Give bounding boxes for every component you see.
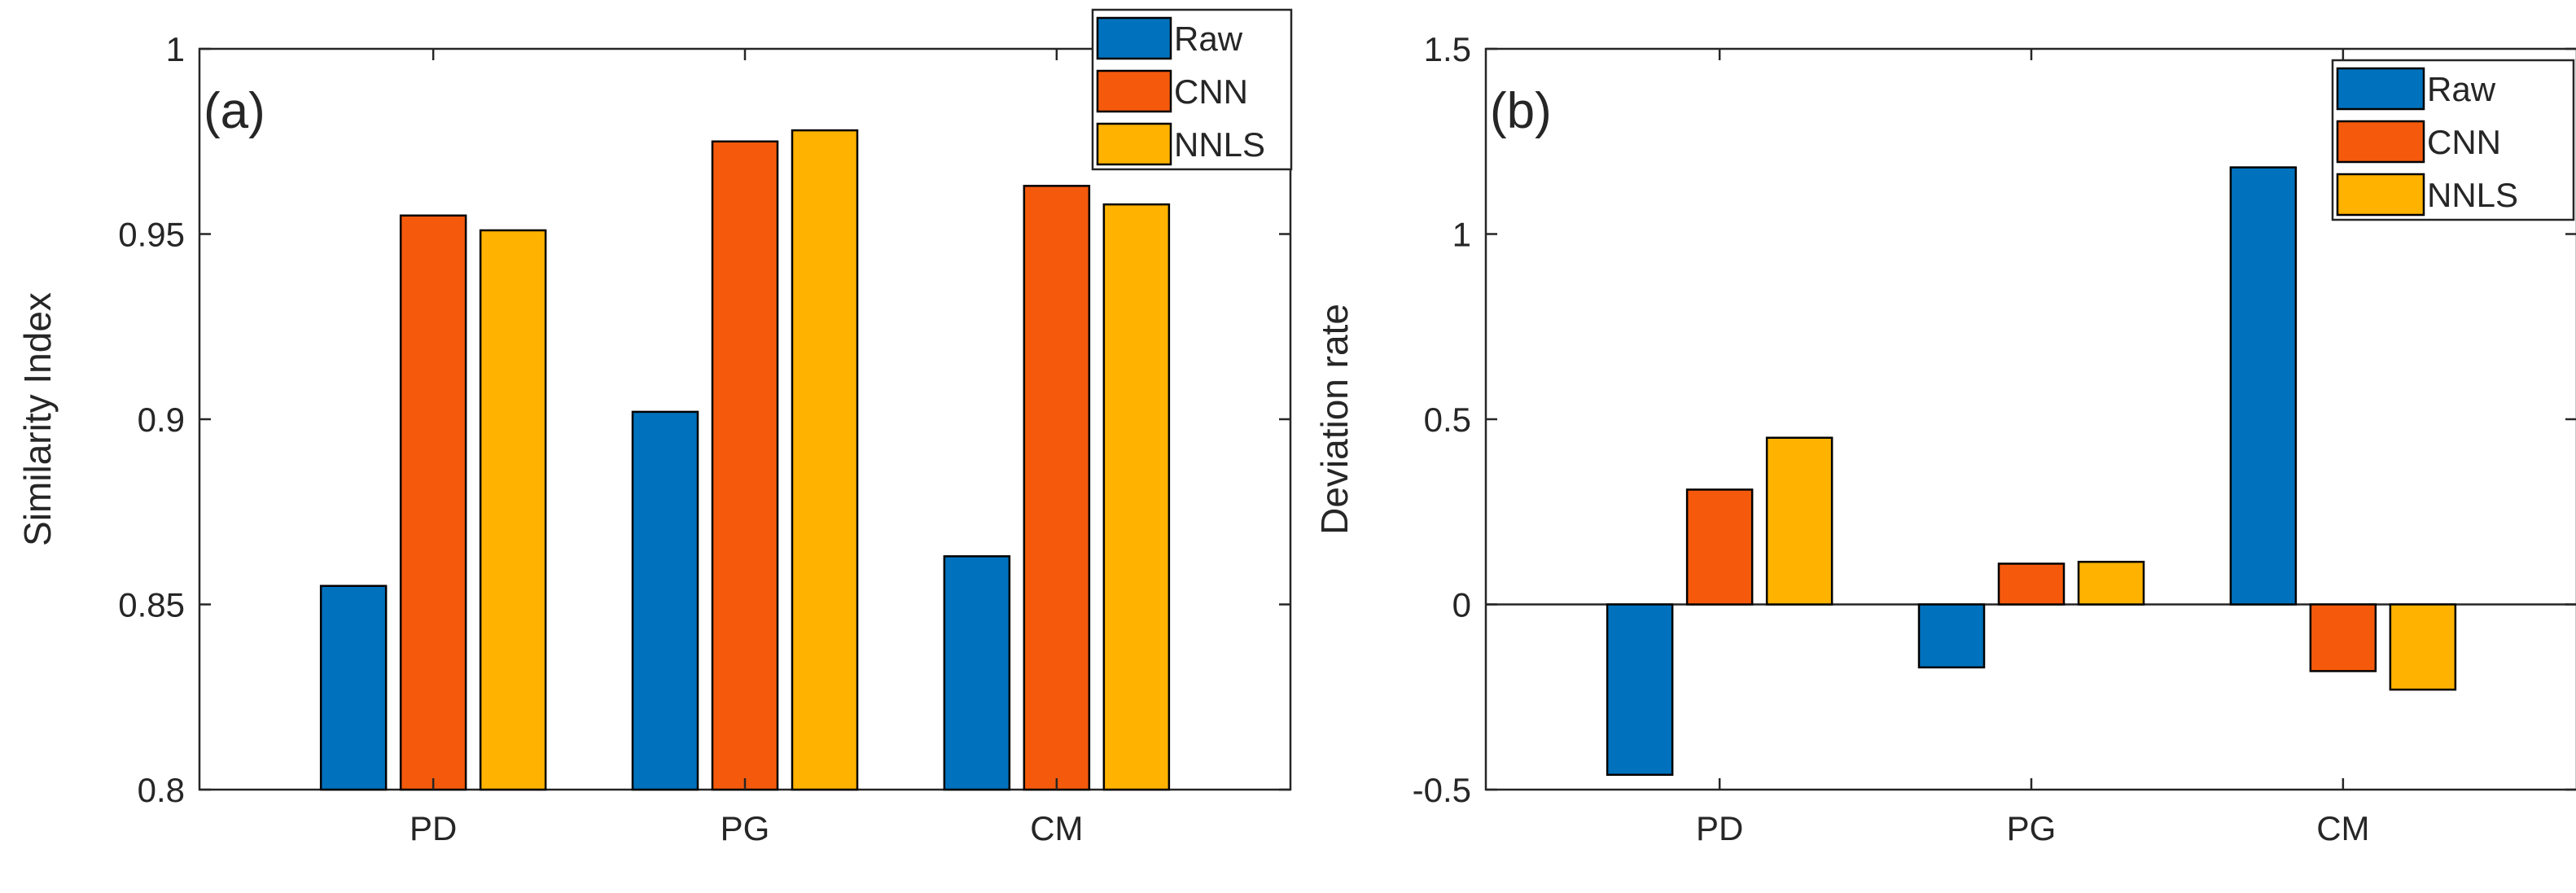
- chart-b-yticks: -0.5 0 0.5 1 1.5: [1413, 30, 2576, 809]
- legend-swatch-nnls: [1096, 122, 1172, 166]
- legend-label-nnls: NNLS: [1174, 125, 1265, 164]
- chart-a-panel-label: (a): [204, 83, 265, 139]
- bar-cnn-pd: [399, 214, 467, 791]
- legend-swatch-raw: [2336, 67, 2425, 111]
- x-tick-label: PG: [721, 809, 770, 847]
- y-tick-label: -0.5: [1413, 771, 1471, 809]
- bar-nnls-cm: [1102, 203, 1171, 791]
- y-tick-label: 1: [1452, 216, 1471, 254]
- chart-b-bars: [1606, 166, 2457, 777]
- chart-a-legend: Raw CNN NNLS: [1091, 8, 1293, 171]
- bar-nnls-pd: [479, 229, 547, 791]
- x-tick-label: PD: [1696, 809, 1743, 847]
- bar-raw-cm: [2229, 166, 2298, 606]
- bar-nnls-pg: [791, 129, 859, 791]
- bar-cnn-pg: [1997, 563, 2066, 606]
- x-tick-label: CM: [1030, 809, 1083, 847]
- chart-a: 0.8 0.85 0.9 0.95 1 PD PG CM (a) Similarity In…: [16, 8, 1293, 847]
- bar-nnls-pd: [1765, 436, 1833, 606]
- chart-b: -0.5 0 0.5 1 1.5 PD PG CM (b) Deviation rate R…: [1313, 30, 2576, 847]
- chart-b-xticks: PD PG CM: [1696, 49, 2370, 847]
- y-tick-label: 1: [166, 30, 185, 68]
- legend-swatch-raw: [1096, 16, 1172, 60]
- bar-cnn-pd: [1685, 488, 1754, 606]
- bar-nnls-pg: [2077, 560, 2145, 606]
- bar-raw-cm: [943, 555, 1011, 791]
- legend-swatch-cnn: [1096, 69, 1172, 113]
- bar-raw-pd: [1606, 603, 1674, 777]
- x-tick-label: CM: [2316, 809, 2369, 847]
- y-tick-label: 0.85: [118, 586, 185, 624]
- bar-cnn-pg: [711, 140, 779, 791]
- legend-label-cnn: CNN: [2427, 123, 2501, 161]
- bar-cnn-cm: [2309, 603, 2377, 672]
- legend-swatch-nnls: [2336, 173, 2425, 217]
- x-tick-label: PD: [410, 809, 457, 847]
- chart-a-bars: [319, 129, 1171, 791]
- y-tick-label: 0.95: [118, 216, 185, 254]
- bar-cnn-cm: [1023, 185, 1091, 791]
- chart-a-y-axis-label: Similarity Index: [16, 292, 59, 546]
- chart-b-y-axis-label: Deviation rate: [1313, 304, 1356, 535]
- chart-b-panel-label: (b): [1490, 83, 1552, 139]
- y-tick-label: 0.8: [138, 771, 185, 809]
- bar-raw-pd: [319, 584, 388, 791]
- x-tick-label: PG: [2007, 809, 2057, 847]
- chart-b-legend: Raw CNN NNLS: [2331, 59, 2575, 221]
- y-tick-label: 0.5: [1424, 401, 1471, 439]
- y-tick-label: 1.5: [1424, 30, 1471, 68]
- legend-label-raw: Raw: [2427, 70, 2496, 108]
- bar-raw-pg: [631, 410, 699, 791]
- legend-label-cnn: CNN: [1174, 72, 1248, 111]
- legend-swatch-cnn: [2336, 120, 2425, 164]
- chart-a-xticks: PD PG CM: [410, 49, 1084, 847]
- bar-raw-pg: [1917, 603, 1986, 669]
- bar-nnls-cm: [2389, 603, 2457, 691]
- legend-label-raw: Raw: [1174, 20, 1243, 58]
- y-tick-label: 0.9: [138, 401, 185, 439]
- legend-label-nnls: NNLS: [2427, 176, 2518, 214]
- y-tick-label: 0: [1452, 586, 1471, 624]
